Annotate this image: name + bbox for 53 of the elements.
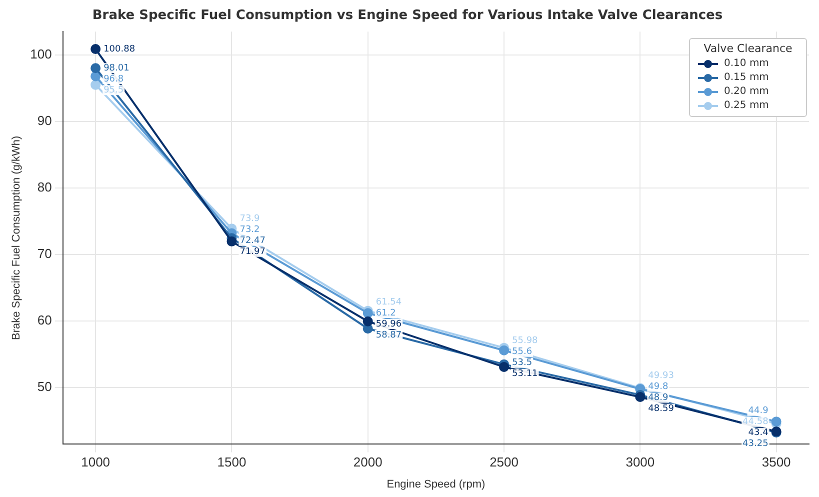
- point: [362, 308, 373, 318]
- data-label: 43.25: [742, 439, 768, 450]
- data-label: 95.5: [104, 85, 124, 96]
- data-label: 48.9: [648, 393, 668, 404]
- x-axis-title: Engine Speed (rpm): [386, 478, 486, 490]
- data-label: 55.6: [512, 347, 532, 358]
- data-label: 53.5: [512, 358, 532, 368]
- x-tick-label: 3500: [762, 454, 791, 470]
- x-tick-label: 1000: [81, 454, 110, 470]
- point: [499, 345, 510, 356]
- data-label: 58.87: [376, 330, 402, 340]
- legend-label: 0.10 mm: [724, 56, 769, 71]
- x-tick-label: 2500: [490, 454, 518, 470]
- legend-label: 0.15 mm: [724, 70, 769, 85]
- point: [362, 316, 373, 326]
- data-label: 73.2: [240, 225, 260, 236]
- data-label: 73.9: [240, 214, 260, 224]
- chart-title: Brake Specific Fuel Consumption vs Engine Speed for Various Intake Valve Clearances: [92, 8, 723, 24]
- data-label: 53.11: [512, 369, 538, 380]
- data-label: 100.88: [104, 44, 136, 54]
- y-tick-label: 90: [37, 113, 52, 128]
- y-tick-label: 50: [37, 379, 52, 394]
- y-tick-label: 60: [37, 312, 52, 328]
- point: [226, 236, 237, 246]
- x-tick-label: 2000: [353, 454, 382, 470]
- y-tick-label: 80: [37, 180, 52, 195]
- point: [90, 80, 101, 90]
- x-tick-label: 1500: [217, 454, 246, 470]
- data-label: 72.47: [240, 236, 266, 246]
- data-label: 61.54: [376, 297, 402, 308]
- point: [90, 63, 101, 74]
- data-label: 59.96: [376, 319, 402, 330]
- y-tick-label: 70: [37, 246, 52, 262]
- y-axis-title: Brake Specific Fuel Consumption (g/kWh): [10, 136, 23, 340]
- data-label: 48.59: [648, 404, 674, 414]
- y-tick-label: 100: [30, 46, 52, 62]
- point: [635, 392, 646, 402]
- legend-label: 0.25 mm: [724, 98, 769, 113]
- legend-label: 0.20 mm: [724, 84, 769, 99]
- data-label: 61.2: [376, 308, 396, 318]
- data-label: 44.9: [748, 406, 769, 416]
- data-label: 71.97: [240, 247, 266, 258]
- data-label: 96.8: [104, 74, 124, 84]
- data-label: 98.01: [104, 63, 130, 74]
- point: [90, 44, 101, 54]
- data-label: 49.93: [648, 371, 674, 382]
- legend-title: Valve Clearance: [702, 42, 794, 55]
- data-label: 55.98: [512, 336, 538, 346]
- data-label: 49.8: [648, 382, 668, 392]
- data-label: 44.58: [742, 417, 769, 428]
- data-label: 43.4: [748, 428, 769, 438]
- x-tick-label: 3000: [626, 454, 655, 470]
- point: [499, 362, 510, 372]
